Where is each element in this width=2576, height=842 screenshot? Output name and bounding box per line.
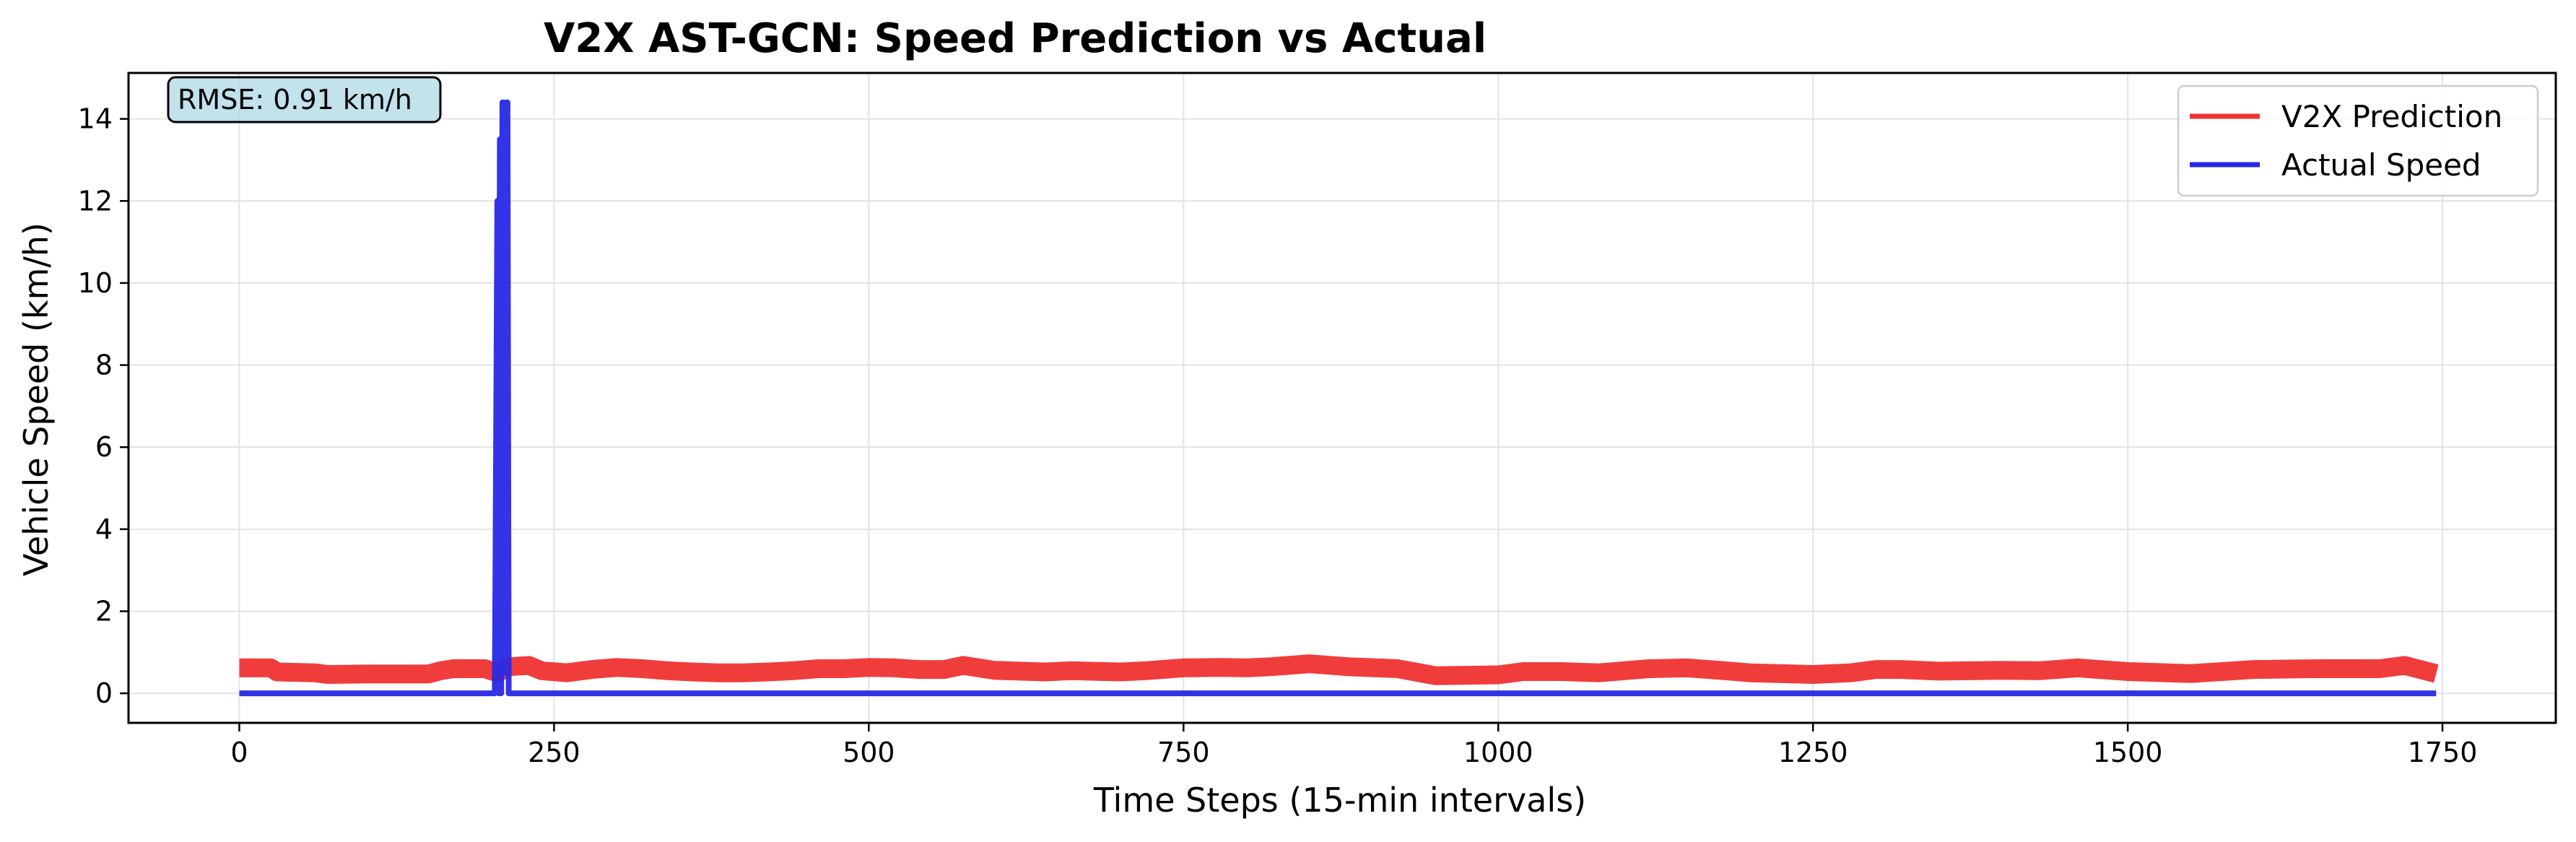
y-tick-label: 14: [78, 103, 113, 135]
y-tick-label: 4: [95, 513, 113, 545]
x-tick-label: 500: [843, 737, 895, 768]
y-axis-label: Vehicle Speed (km/h): [17, 222, 56, 576]
y-tick-label: 10: [78, 267, 113, 299]
chart-title: V2X AST-GCN: Speed Prediction vs Actual: [544, 15, 1487, 62]
y-tick-label: 12: [78, 185, 113, 217]
series-line-actual: [239, 99, 2437, 697]
rmse-annotation-text: RMSE: 0.91 km/h: [178, 84, 412, 116]
series-line-prediction: [239, 654, 2439, 685]
rmse-annotation: RMSE: 0.91 km/h: [167, 76, 442, 123]
ticks: 0 250 500 750 1000 1250 1500 1750 0 2 4 6 8 10 12 14: [78, 103, 2478, 768]
x-tick-label: 1500: [2093, 737, 2163, 768]
legend-label-prediction: V2X Prediction: [2281, 99, 2502, 134]
x-tick-label: 1250: [1778, 737, 1848, 768]
rmse-annotation-box: [167, 76, 442, 123]
x-tick-label: 250: [528, 737, 580, 768]
y-tick-label: 6: [95, 431, 113, 463]
y-tick-label: 0: [95, 677, 113, 709]
plot-frame: [127, 71, 2557, 724]
legend-box: [2177, 84, 2539, 197]
legend-label-actual: Actual Speed: [2281, 147, 2481, 183]
x-tick-label: 0: [230, 737, 248, 768]
y-tick-label: 8: [95, 350, 113, 381]
x-tick-label: 750: [1157, 737, 1210, 768]
legend: V2X Prediction Actual Speed: [2177, 84, 2539, 197]
series-layer: [239, 99, 2439, 697]
x-axis-label: Time Steps (15-min intervals): [1093, 781, 1586, 820]
x-tick-label: 1000: [1463, 737, 1533, 768]
x-tick-label: 1750: [2408, 737, 2478, 768]
y-tick-label: 2: [95, 595, 113, 627]
